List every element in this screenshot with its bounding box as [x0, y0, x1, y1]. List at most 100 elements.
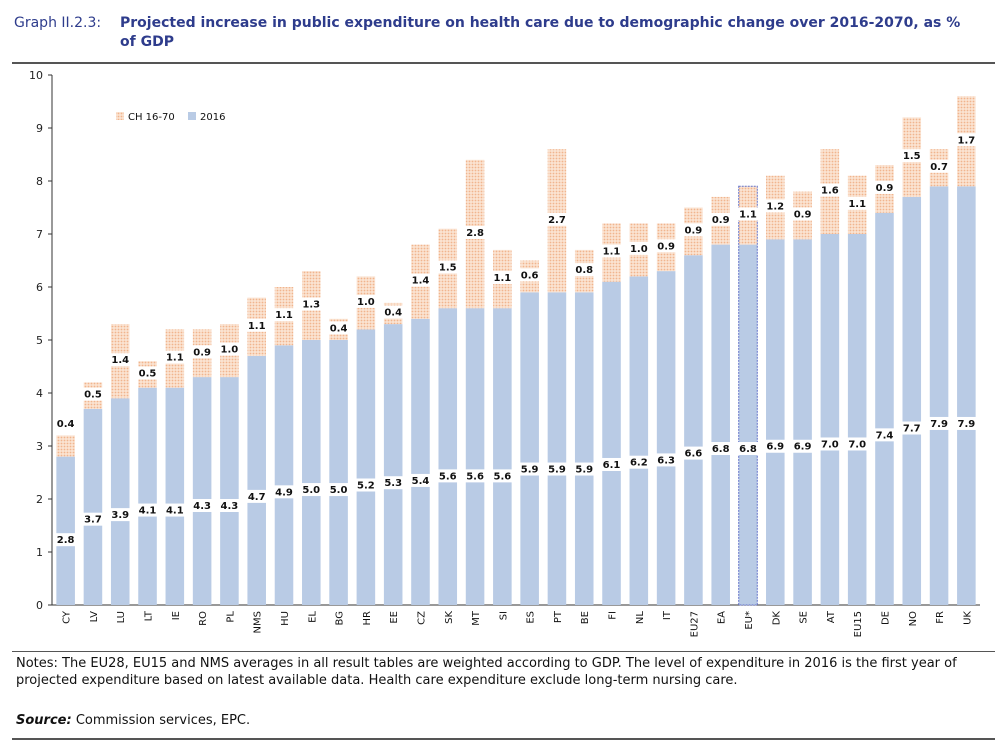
label-bg-2016-FI	[599, 457, 624, 471]
data-label-change-AT: 1.6	[821, 186, 839, 197]
x-tick-label-DE: DE	[880, 611, 891, 625]
label-bg-2016-UK	[954, 416, 979, 430]
data-label-2016-EL: 5.0	[302, 485, 320, 496]
bottom-rule	[12, 738, 995, 740]
bar-change-CY	[56, 435, 75, 457]
data-label-change-HU: 1.1	[275, 310, 293, 321]
bar-highlight-EU*	[738, 185, 758, 606]
x-tick-label-HR: HR	[362, 611, 373, 626]
data-label-2016-CY: 2.8	[57, 535, 75, 546]
x-tick-label-BE: BE	[580, 611, 591, 624]
data-label-2016-LT: 4.1	[139, 506, 157, 517]
bar-2016-EU*	[738, 244, 758, 605]
data-label-2016-CZ: 5.4	[412, 476, 430, 487]
data-label-change-LV: 0.5	[84, 390, 102, 401]
x-tick-label-CY: CY	[62, 610, 73, 624]
data-label-change-LT: 0.5	[139, 368, 157, 379]
label-bg-2016-SI	[490, 469, 515, 483]
bar-2016-HU	[274, 345, 294, 605]
data-label-change-DE: 0.9	[876, 183, 894, 194]
label-bg-change-EA	[708, 212, 733, 226]
label-bg-change-SE	[790, 207, 815, 221]
label-bg-change-BE	[572, 263, 597, 277]
data-label-change-EU15: 1.1	[848, 199, 866, 210]
label-bg-change-EU*	[736, 207, 760, 221]
data-label-change-EU27: 0.9	[685, 225, 703, 236]
y-tick-label: 5	[36, 334, 43, 347]
data-label-change-FI: 1.1	[603, 247, 621, 258]
label-bg-change-EU15	[845, 196, 870, 210]
label-bg-2016-NO	[899, 421, 924, 435]
data-label-2016-MT: 5.6	[466, 471, 484, 482]
graph-label: Graph II.2.3:	[14, 15, 102, 31]
x-tick-label-EU15: EU15	[853, 611, 864, 637]
legend-label-change: CH 16-70	[128, 112, 175, 123]
data-label-change-RO: 0.9	[193, 347, 211, 358]
data-label-2016-SK: 5.6	[439, 471, 457, 482]
label-bg-2016-RO	[190, 499, 215, 513]
data-label-change-UK: 1.7	[957, 135, 975, 146]
bar-2016-NL	[629, 276, 649, 605]
bar-2016-SK	[438, 308, 458, 605]
data-label-change-HR: 1.0	[357, 297, 375, 308]
x-tick-label-SE: SE	[799, 611, 810, 624]
data-label-2016-DK: 6.9	[766, 442, 784, 453]
label-bg-2016-SE	[790, 439, 815, 453]
y-tick-label: 4	[36, 387, 43, 400]
data-label-2016-EU27: 6.6	[685, 449, 703, 460]
label-bg-2016-FR	[927, 416, 952, 430]
data-label-change-SE: 0.9	[794, 209, 812, 220]
data-label-2016-PT: 5.9	[548, 465, 566, 476]
x-tick-label-NMS: NMS	[253, 611, 264, 633]
label-bg-change-LV	[80, 387, 105, 401]
data-label-2016-NO: 7.7	[903, 424, 921, 435]
label-bg-change-IE	[162, 350, 187, 364]
x-tick-label-EE: EE	[389, 611, 400, 624]
data-label-change-IT: 0.9	[657, 241, 675, 252]
bar-2016-DK	[766, 239, 785, 606]
label-bg-2016-ES	[517, 462, 542, 476]
bar-2016-EL	[302, 340, 321, 605]
x-tick-label-IT: IT	[662, 610, 673, 620]
bar-2016-NO	[902, 196, 922, 605]
label-bg-change-MT	[463, 226, 488, 239]
data-label-change-PT: 2.7	[548, 215, 566, 226]
data-label-change-MT: 2.8	[466, 228, 484, 239]
data-label-change-NMS: 1.1	[248, 321, 266, 332]
data-label-2016-HR: 5.2	[357, 480, 375, 491]
y-tick-label: 9	[36, 122, 43, 135]
label-bg-2016-PL	[217, 499, 242, 513]
x-tick-label-DK: DK	[771, 611, 782, 626]
label-bg-change-AT	[817, 183, 842, 197]
x-tick-label-ES: ES	[526, 611, 537, 624]
x-tick-label-LV: LV	[89, 611, 100, 622]
x-tick-label-PL: PL	[225, 611, 236, 623]
label-bg-change-HU	[272, 308, 296, 322]
bar-2016-LU	[110, 398, 130, 605]
label-bg-2016-LT	[135, 503, 160, 517]
label-bg-change-SI	[490, 271, 515, 285]
bar-2016-SE	[793, 239, 812, 606]
bar-2016-EE	[383, 324, 403, 605]
bar-2016-EU27	[684, 255, 703, 605]
x-tick-label-EA: EA	[717, 611, 728, 624]
data-label-change-BG: 0.4	[330, 323, 348, 334]
data-label-change-LU: 1.4	[111, 355, 129, 366]
data-label-2016-LU: 3.9	[111, 510, 129, 521]
bar-2016-DE	[875, 212, 894, 606]
x-tick-label-NL: NL	[635, 611, 646, 624]
notes-rule	[12, 651, 995, 652]
label-bg-change-NO	[899, 149, 924, 163]
label-bg-2016-BE	[572, 462, 597, 476]
bar-2016-CZ	[411, 318, 430, 605]
label-bg-2016-BG	[326, 483, 351, 497]
label-bg-change-IT	[654, 239, 679, 253]
x-tick-label-FI: FI	[608, 611, 619, 620]
x-tick-label-PT: PT	[553, 610, 564, 623]
label-bg-2016-EU27	[681, 446, 706, 460]
data-label-change-BE: 0.8	[575, 265, 593, 276]
y-tick-label: 0	[36, 599, 43, 612]
label-bg-2016-DK	[763, 439, 788, 453]
data-label-change-EE: 0.4	[384, 308, 402, 319]
y-tick-label: 6	[36, 281, 43, 294]
